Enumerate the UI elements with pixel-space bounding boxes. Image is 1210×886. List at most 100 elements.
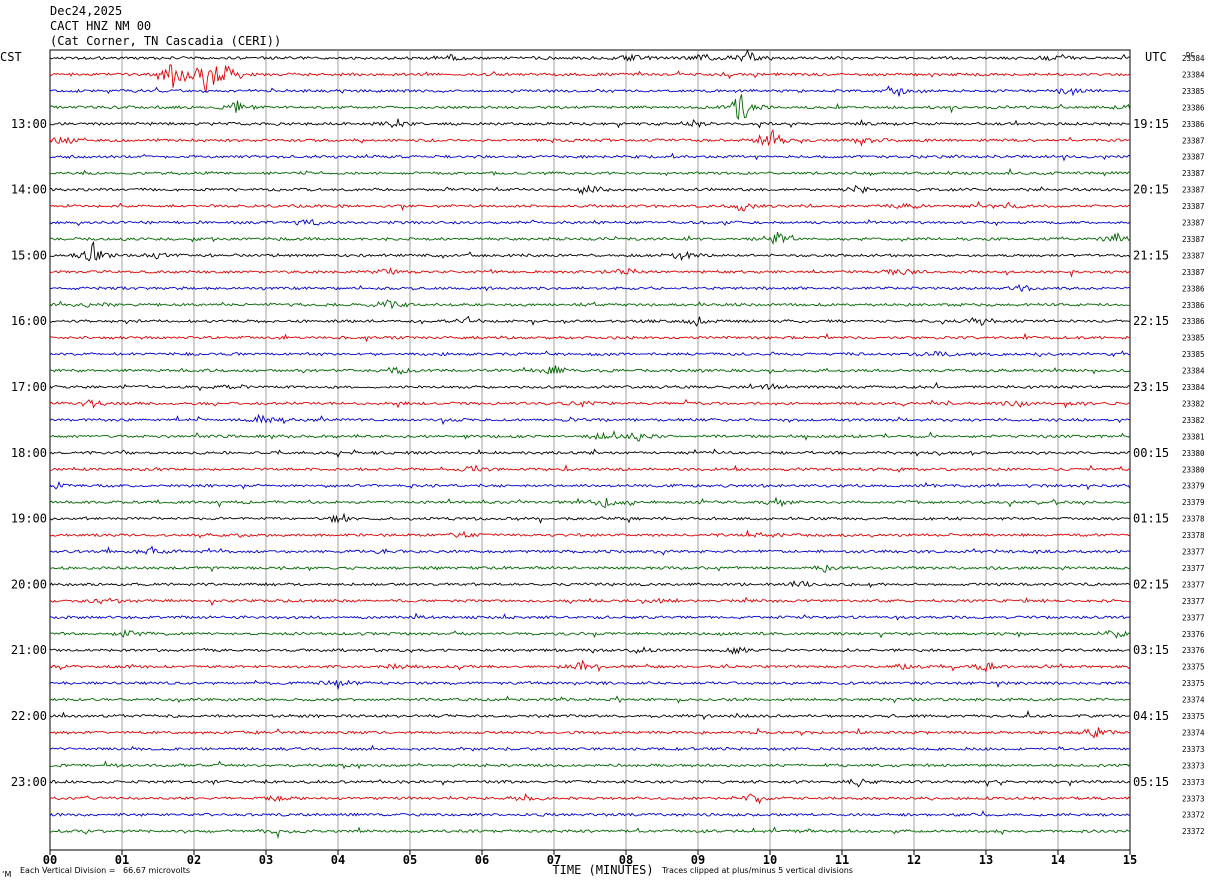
seismic-trace xyxy=(49,727,1131,739)
dc-value-label: 23378 xyxy=(1182,531,1205,540)
seismic-trace xyxy=(49,429,1131,442)
seismic-trace xyxy=(49,152,1131,162)
dc-value-label: 23376 xyxy=(1182,646,1205,655)
x-tick-label: 13 xyxy=(979,853,993,867)
dc-value-label: 23379 xyxy=(1182,498,1205,507)
seismic-trace xyxy=(49,760,1131,770)
dc-value-label: 23377 xyxy=(1182,597,1205,606)
dc-value-label: 23387 xyxy=(1182,202,1205,211)
seismic-trace xyxy=(49,201,1131,212)
dc-value-label: 23384 xyxy=(1182,70,1205,79)
left-hour-label: 15:00 xyxy=(11,248,47,262)
dc-value-label: 23387 xyxy=(1182,219,1205,228)
corner-mark: ‘M xyxy=(2,870,12,879)
dc-value-label: 23385 xyxy=(1182,334,1205,343)
seismic-trace xyxy=(49,646,1131,656)
dc-value-label: 23378 xyxy=(1182,515,1205,524)
left-hour-label: 14:00 xyxy=(11,183,47,197)
seismic-trace xyxy=(49,315,1131,327)
right-hour-label: 02:15 xyxy=(1133,577,1169,591)
right-timezone-label: UTC xyxy=(1145,50,1167,64)
left-hour-label: 16:00 xyxy=(11,314,47,328)
dc-value-label: 23386 xyxy=(1182,301,1205,310)
seismic-trace xyxy=(49,512,1131,524)
dc-value-label: 23387 xyxy=(1182,169,1205,178)
seismic-trace xyxy=(49,94,1131,120)
seismic-trace xyxy=(49,267,1131,278)
right-hour-label: 21:15 xyxy=(1133,248,1169,262)
seismic-trace xyxy=(49,580,1131,589)
dc-value-label: 23386 xyxy=(1182,284,1205,293)
seismic-trace xyxy=(49,629,1131,639)
seismic-trace xyxy=(49,564,1131,573)
right-hour-label: 05:15 xyxy=(1133,775,1169,789)
dc-value-label: 23375 xyxy=(1182,663,1205,672)
dc-value-label: 23374 xyxy=(1182,696,1205,705)
seismic-trace xyxy=(49,596,1131,607)
seismic-trace xyxy=(49,64,1131,93)
left-timezone-label: CST xyxy=(0,50,22,64)
right-hour-label: 04:15 xyxy=(1133,709,1169,723)
left-hour-label: 17:00 xyxy=(11,380,47,394)
seismic-trace xyxy=(49,448,1131,458)
right-hour-label: 22:15 xyxy=(1133,314,1169,328)
right-hour-label: 19:15 xyxy=(1133,117,1169,131)
left-hour-label: 19:00 xyxy=(11,512,47,526)
left-hour-label: 13:00 xyxy=(11,117,47,131)
chart-location: (Cat Corner, TN Cascadia (CERI)) xyxy=(50,34,282,48)
seismic-trace xyxy=(49,350,1131,358)
seismic-trace xyxy=(49,128,1131,147)
chart-station: CACT HNZ NM 00 xyxy=(50,19,152,33)
dc-value-label: 23379 xyxy=(1182,482,1205,491)
clip-note: Traces clipped at plus/minus 5 vertical … xyxy=(662,866,853,875)
seismic-trace xyxy=(49,778,1131,788)
dc-value-label: 23373 xyxy=(1182,761,1205,770)
left-hour-label: 23:00 xyxy=(11,775,47,789)
seismic-trace xyxy=(49,299,1131,310)
seismic-trace xyxy=(49,810,1131,817)
seismic-trace xyxy=(49,709,1131,721)
dc-value-label: 23373 xyxy=(1182,794,1205,803)
seismic-trace xyxy=(49,184,1131,196)
dc-value-label: 23380 xyxy=(1182,465,1205,474)
dc-value-label: 23387 xyxy=(1182,251,1205,260)
x-tick-label: 15 xyxy=(1123,853,1137,867)
dc-value-label: 23387 xyxy=(1182,186,1205,195)
seismic-trace xyxy=(49,695,1131,704)
dc-value-label: 23374 xyxy=(1182,728,1205,737)
seismic-trace xyxy=(49,480,1131,491)
seismic-trace xyxy=(49,283,1131,293)
seismic-trace xyxy=(49,118,1131,129)
dc-value-label: 23377 xyxy=(1182,564,1205,573)
dc-header-label: DC xyxy=(1186,51,1194,59)
dc-value-label: 23386 xyxy=(1182,317,1205,326)
x-tick-label: 05 xyxy=(403,853,417,867)
dc-value-label: 23372 xyxy=(1182,811,1205,820)
dc-value-label: 23381 xyxy=(1182,432,1205,441)
x-tick-label: 12 xyxy=(907,853,921,867)
x-tick-label: 09 xyxy=(691,853,705,867)
seismic-trace xyxy=(49,167,1131,177)
x-tick-label: 00 xyxy=(43,853,57,867)
seismic-trace xyxy=(49,365,1131,376)
seismic-trace xyxy=(49,826,1131,839)
x-tick-label: 07 xyxy=(547,853,561,867)
scale-note: Each Vertical Division = 66.67 microvolt… xyxy=(20,866,191,875)
dc-value-label: 23377 xyxy=(1182,580,1205,589)
right-hour-label: 20:15 xyxy=(1133,183,1169,197)
seismic-trace xyxy=(49,529,1131,539)
seismic-trace xyxy=(49,381,1131,392)
dc-value-label: 23386 xyxy=(1182,120,1205,129)
seismic-trace xyxy=(49,85,1131,97)
plot-frame xyxy=(49,49,1131,851)
dc-value-label: 23384 xyxy=(1182,54,1205,63)
right-hour-label: 00:15 xyxy=(1133,446,1169,460)
dc-value-label: 23375 xyxy=(1182,679,1205,688)
dc-value-label: 23373 xyxy=(1182,745,1205,754)
seismic-trace xyxy=(49,612,1131,621)
chart-date: Dec24,2025 xyxy=(50,4,123,18)
dc-value-label: 23375 xyxy=(1182,712,1205,721)
dc-value-label: 23376 xyxy=(1182,630,1205,639)
dc-value-label: 23386 xyxy=(1182,103,1205,112)
